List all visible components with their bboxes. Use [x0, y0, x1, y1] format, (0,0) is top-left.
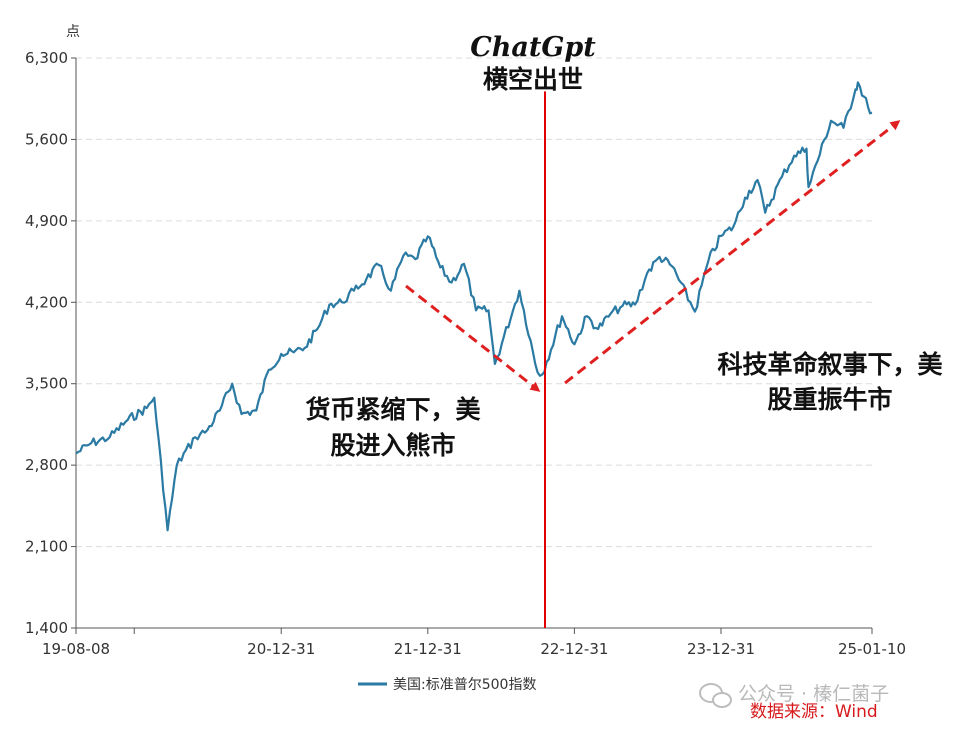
y-tick-label: 1,400 — [25, 619, 68, 637]
event-subtitle: 横空出世 — [483, 65, 583, 94]
watermark-text: 公众号 · 榛仁菌子 — [738, 683, 889, 705]
x-axis-ticks: 19-08-08 20-12-31 21-12-31 22-12-31 23-12-31… — [42, 628, 906, 658]
y-tick-label: 2,800 — [25, 456, 68, 474]
y-axis-unit: 点 — [66, 24, 80, 40]
data-source: 数据来源：Wind — [750, 702, 878, 722]
event-title: ChatGpt — [470, 32, 596, 63]
x-tick-label: 20-12-31 — [247, 640, 315, 658]
bear-trend-arrow — [405, 284, 541, 392]
legend-label: 美国:标准普尔500指数 — [393, 677, 536, 693]
y-tick-label: 4,200 — [25, 293, 68, 311]
bull-annotation-line2: 股重振牛市 — [767, 385, 892, 414]
x-tick-label: 21-12-31 — [394, 640, 462, 658]
bull-trend-arrow — [564, 120, 901, 385]
bear-annotation-line1: 货币紧缩下，美 — [305, 395, 480, 424]
sp500-series-line — [75, 81, 873, 532]
y-tick-label: 4,900 — [25, 212, 68, 230]
x-tick-label: 25-01-10 — [838, 640, 906, 658]
bull-annotation-line1: 科技革命叙事下，美 — [717, 350, 942, 379]
wechat-icon — [699, 683, 732, 708]
x-tick-label: 23-12-31 — [687, 640, 755, 658]
y-tick-label: 5,600 — [25, 130, 68, 148]
y-tick-label: 2,100 — [25, 538, 68, 556]
x-tick-label: 19-08-08 — [42, 640, 110, 658]
y-axis-ticks: 6,300 5,600 4,900 4,200 3,500 2,800 2,100 1,400 — [25, 49, 76, 637]
grid-lines — [76, 57, 872, 548]
x-tick-label: 22-12-31 — [540, 640, 608, 658]
y-tick-label: 6,300 — [25, 49, 68, 67]
y-tick-label: 3,500 — [25, 375, 68, 393]
bear-annotation-line2: 股进入熊市 — [330, 431, 455, 460]
